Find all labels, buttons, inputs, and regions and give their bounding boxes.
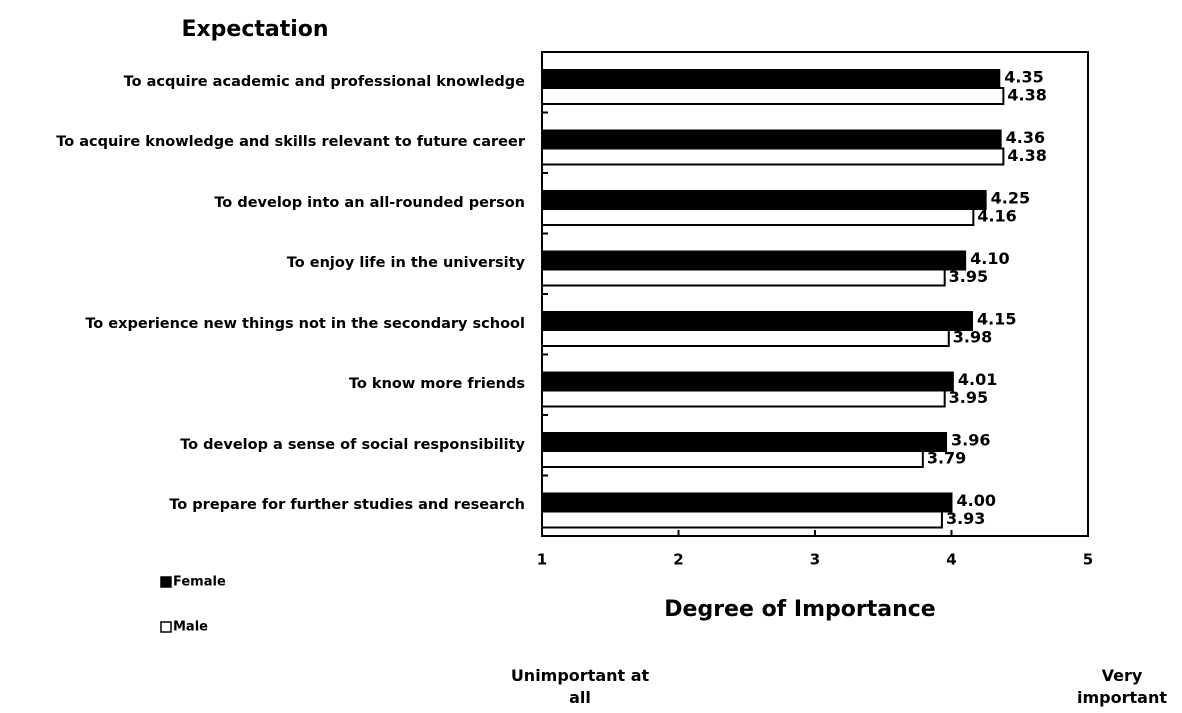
category-text: To develop a sense of social responsibil… bbox=[180, 436, 525, 453]
data-label: 4.00 bbox=[957, 491, 996, 510]
y-tick-label: To know more friends bbox=[0, 359, 525, 412]
category-text: To enjoy life in the university bbox=[286, 255, 525, 272]
annotation: Very important bbox=[1077, 666, 1167, 707]
legend-swatch bbox=[160, 621, 172, 633]
bar bbox=[541, 129, 1002, 150]
data-label: 4.36 bbox=[1006, 128, 1045, 147]
bar bbox=[541, 87, 1005, 105]
bar bbox=[541, 492, 953, 513]
y-tick-label: To acquire knowledge and skills relevant… bbox=[0, 117, 525, 170]
data-label: 3.95 bbox=[949, 388, 988, 407]
x-tick-label: 2 bbox=[673, 551, 683, 569]
data-label: 3.96 bbox=[951, 431, 990, 450]
data-label: 3.95 bbox=[949, 267, 988, 286]
y-tick-label: To acquire academic and professional kno… bbox=[0, 56, 525, 109]
data-label: 4.10 bbox=[970, 249, 1009, 268]
y-tick-label: To prepare for further studies and resea… bbox=[0, 480, 525, 533]
category-text: To experience new things not in the seco… bbox=[85, 315, 525, 332]
category-text: To know more friends bbox=[348, 376, 525, 393]
legend-label: Male bbox=[173, 620, 208, 635]
x-tick-label: 3 bbox=[810, 551, 820, 569]
y-tick-label: To develop a sense of social responsibil… bbox=[0, 419, 525, 472]
chart-title: Expectation bbox=[181, 17, 328, 42]
data-label: 4.16 bbox=[977, 207, 1016, 226]
category-text: To acquire knowledge and skills relevant… bbox=[56, 134, 525, 151]
x-tick-label: 5 bbox=[1083, 551, 1093, 569]
bar bbox=[541, 389, 946, 408]
y-tick-label: To develop into an all-rounded person bbox=[0, 177, 525, 230]
bar bbox=[541, 69, 1001, 89]
data-label: 4.38 bbox=[1007, 146, 1046, 165]
category-text: To develop into an all-rounded person bbox=[214, 194, 525, 211]
y-tick-label: To enjoy life in the university bbox=[0, 238, 525, 291]
bar bbox=[541, 329, 950, 347]
legend-label: Female bbox=[173, 575, 226, 590]
x-tick-label: 1 bbox=[537, 551, 547, 569]
data-label: 4.15 bbox=[977, 310, 1016, 329]
bar bbox=[541, 432, 948, 452]
bar bbox=[541, 250, 967, 271]
x-tick-label: 4 bbox=[946, 551, 956, 569]
bar bbox=[541, 311, 973, 331]
data-label: 3.93 bbox=[946, 509, 985, 528]
category-text: To acquire academic and professional kno… bbox=[123, 73, 525, 90]
bar bbox=[541, 371, 954, 392]
bar bbox=[541, 450, 924, 468]
bar bbox=[541, 268, 946, 287]
bar bbox=[541, 147, 1005, 166]
annotation: Unimportant at all bbox=[510, 666, 650, 707]
data-label: 4.01 bbox=[958, 370, 997, 389]
legend-swatch bbox=[160, 576, 172, 588]
category-text: To prepare for further studies and resea… bbox=[169, 497, 525, 514]
y-tick-label: To experience new things not in the seco… bbox=[0, 298, 525, 351]
data-label: 3.79 bbox=[927, 449, 966, 468]
bar bbox=[541, 510, 943, 529]
bar bbox=[541, 190, 987, 210]
data-label: 4.35 bbox=[1004, 68, 1043, 87]
bar bbox=[541, 208, 975, 226]
data-label: 4.25 bbox=[991, 189, 1030, 208]
data-label: 3.98 bbox=[953, 328, 992, 347]
data-label: 4.38 bbox=[1007, 86, 1046, 105]
x-axis-label: Degree of Importance bbox=[664, 597, 935, 622]
